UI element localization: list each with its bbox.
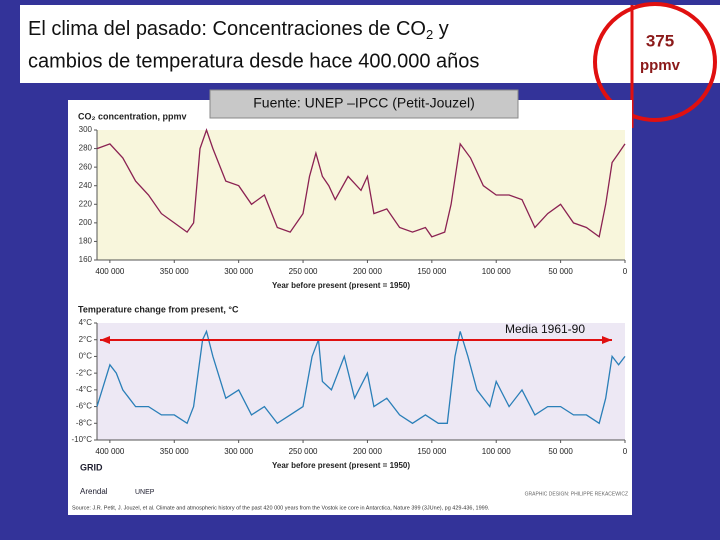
plot-background <box>97 323 625 440</box>
x-tick-label: 150 000 <box>417 267 446 276</box>
x-tick-label: 100 000 <box>482 447 511 456</box>
logo-grid: GRID <box>80 462 103 472</box>
x-tick-label: 350 000 <box>160 447 189 456</box>
x-tick-label: 100 000 <box>482 267 511 276</box>
source-box <box>209 89 519 119</box>
y-tick-label: 0°C <box>79 352 93 361</box>
y-tick-label: 220 <box>79 199 93 208</box>
y-tick-label: 260 <box>79 162 93 171</box>
title-text: y <box>433 18 449 40</box>
y-tick-label: -8°C <box>76 418 92 427</box>
y-tick-label: -4°C <box>76 385 92 394</box>
y-tick-label: 280 <box>79 144 93 153</box>
y-tick-label: 4°C <box>79 318 93 327</box>
credit: GRAPHIC DESIGN: PHILIPPE REKACEWICZ <box>525 491 628 497</box>
y-tick-label: -6°C <box>76 402 92 411</box>
arrow-head <box>602 336 612 344</box>
x-tick-label: 0 <box>623 267 628 276</box>
x-tick-label: 200 000 <box>353 267 382 276</box>
x-tick-label: 350 000 <box>160 267 189 276</box>
y-tick-label: -2°C <box>76 368 92 377</box>
data-line <box>96 329 626 425</box>
y-tick-label: 160 <box>79 255 93 264</box>
source-note: Source: J.R. Petit, J. Jouzel, et al. Cl… <box>72 505 490 511</box>
title-box <box>20 5 620 83</box>
y-tick-label: 180 <box>79 237 93 246</box>
arrow-head <box>100 336 110 344</box>
callout-circle <box>593 2 717 122</box>
callout-box <box>620 5 720 83</box>
x-axis-label: Year before present (present = 1950) <box>272 461 410 470</box>
callout-unit: ppmv <box>640 57 681 74</box>
source-box-text: Fuente: UNEP –IPCC (Petit-Jouzel) <box>253 95 475 111</box>
x-tick-label: 50 000 <box>548 447 573 456</box>
plot-background <box>97 130 625 260</box>
y-tick-label: 200 <box>79 218 93 227</box>
x-tick-label: 0 <box>623 447 628 456</box>
x-tick-label: 400 000 <box>95 447 124 456</box>
slide-title-line1: El clima del pasado: Concentraciones de … <box>28 18 449 42</box>
x-tick-label: 50 000 <box>548 267 573 276</box>
x-tick-label: 200 000 <box>353 447 382 456</box>
x-axis-label: Year before present (present = 1950) <box>272 281 410 290</box>
x-tick-label: 250 000 <box>289 267 318 276</box>
y-tick-label: 300 <box>79 125 93 134</box>
annotation: Media 1961-90 <box>505 322 585 336</box>
title-text: El clima del pasado: Concentraciones de … <box>28 18 426 40</box>
slide-title-line2: cambios de temperatura desde hace 400.00… <box>28 50 479 72</box>
x-tick-label: 250 000 <box>289 447 318 456</box>
callout-value: 375 <box>646 31 674 50</box>
logo-unep: UNEP <box>135 489 155 496</box>
title-subscript: 2 <box>426 27 433 42</box>
y-tick-label: 2°C <box>79 335 93 344</box>
x-tick-label: 400 000 <box>95 267 124 276</box>
data-line <box>96 128 626 238</box>
y-tick-label: -10°C <box>71 435 92 444</box>
logo-arendal: Arendal <box>80 487 108 496</box>
x-tick-label: 300 000 <box>224 447 253 456</box>
x-tick-label: 300 000 <box>224 267 253 276</box>
y-tick-label: 240 <box>79 181 93 190</box>
chart-title: CO₂ concentration, ppmv <box>78 111 187 121</box>
chart-title: Temperature change from present, °C <box>78 304 239 314</box>
x-tick-label: 150 000 <box>417 447 446 456</box>
